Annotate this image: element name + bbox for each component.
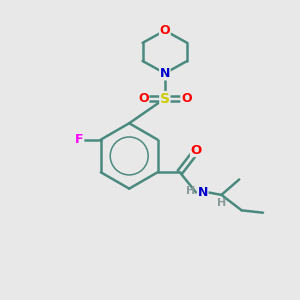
Text: S: S [160,92,170,106]
Text: O: O [160,24,170,37]
Text: H: H [186,186,195,196]
Text: F: F [75,133,84,146]
Text: O: O [138,92,149,105]
Text: N: N [160,67,170,80]
Text: H: H [217,198,226,208]
Text: N: N [197,186,208,199]
Text: O: O [181,92,192,105]
Text: O: O [190,143,202,157]
